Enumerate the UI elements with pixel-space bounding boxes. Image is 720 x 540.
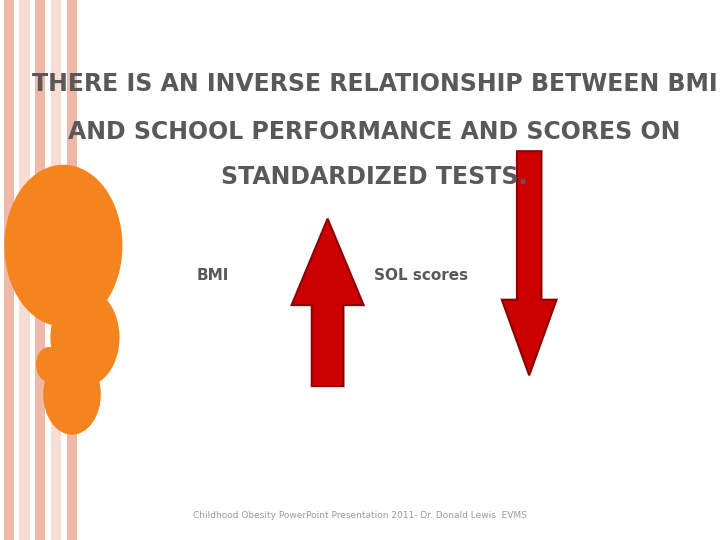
Text: STANDARDIZED TESTS.: STANDARDIZED TESTS.	[221, 165, 528, 189]
Text: BMI: BMI	[197, 268, 228, 283]
Polygon shape	[292, 219, 364, 386]
Ellipse shape	[50, 289, 120, 386]
Text: AND SCHOOL PERFORMANCE AND SCORES ON: AND SCHOOL PERFORMANCE AND SCORES ON	[68, 120, 680, 144]
Ellipse shape	[36, 347, 62, 382]
Polygon shape	[502, 151, 557, 375]
Ellipse shape	[4, 165, 122, 327]
Ellipse shape	[43, 354, 101, 435]
Text: SOL scores: SOL scores	[374, 268, 469, 283]
Text: THERE IS AN INVERSE RELATIONSHIP BETWEEN BMI: THERE IS AN INVERSE RELATIONSHIP BETWEEN…	[32, 72, 717, 96]
Text: Childhood Obesity PowerPoint Presentation 2011- Dr. Donald Lewis  EVMS: Childhood Obesity PowerPoint Presentatio…	[193, 511, 527, 520]
